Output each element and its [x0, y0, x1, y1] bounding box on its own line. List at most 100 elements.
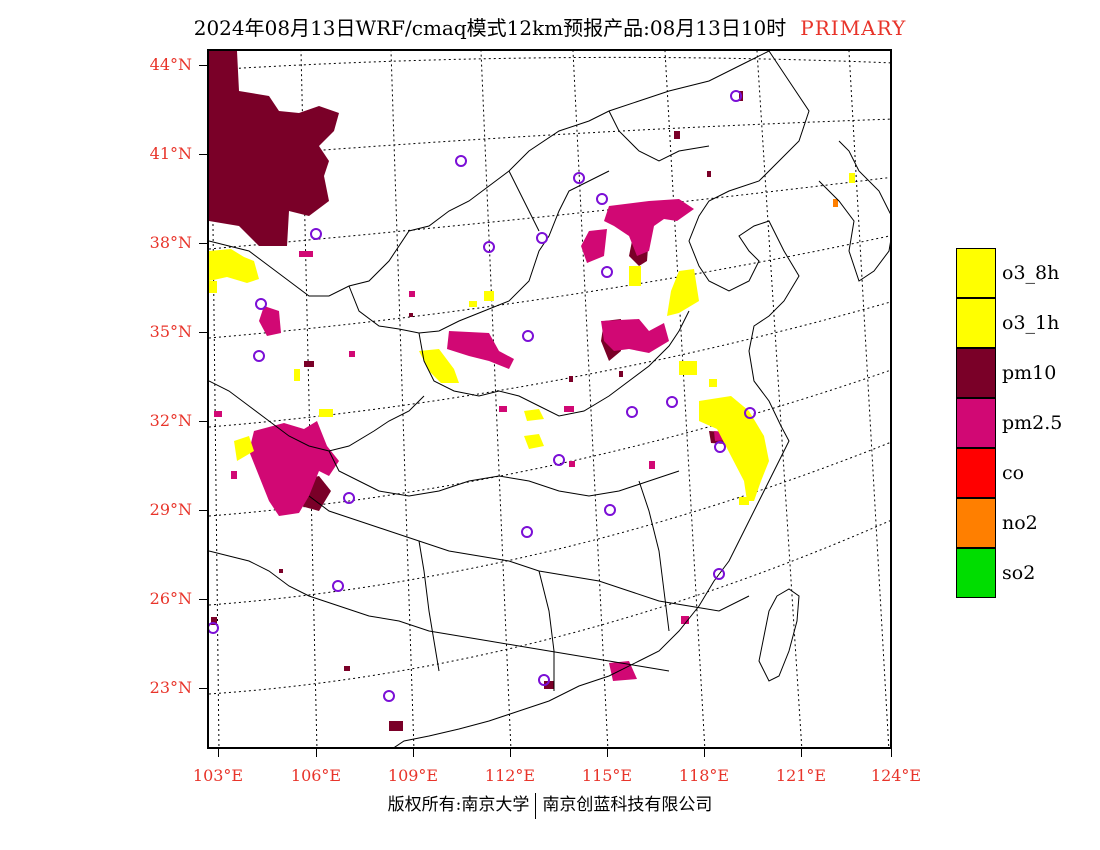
station-marker: [521, 526, 533, 538]
station-marker: [332, 580, 344, 592]
pm25-region-north-china: [604, 199, 694, 256]
border-line: [418, 540, 440, 672]
pm10-fields: [209, 51, 743, 731]
parallel-line: [209, 442, 890, 606]
lon-tick: [891, 749, 892, 757]
pm25-dot: [649, 461, 655, 469]
pm25-dot: [564, 406, 574, 412]
station-marker: [573, 172, 585, 184]
lat-label-38: 38°N: [149, 233, 192, 252]
pm25-dot: [409, 291, 415, 297]
lat-label-41: 41°N: [149, 144, 192, 163]
meridian-line: [572, 51, 609, 747]
border-line: [209, 51, 770, 297]
korea-outline: [818, 140, 890, 282]
border-line: [608, 110, 710, 162]
legend-swatch: [956, 348, 996, 398]
map-title: 2024年08月13日WRF/cmaq模式12km预报产品:08月13日10时 P…: [0, 12, 1100, 41]
lon-tick: [218, 749, 219, 757]
meridian-line: [300, 51, 318, 747]
border-line: [418, 310, 690, 417]
lon-tick: [316, 749, 317, 757]
legend-swatch: [956, 398, 996, 448]
o3-region-jiangsu-south: [699, 396, 769, 501]
o3-dot: [294, 369, 300, 381]
meridian-line: [390, 51, 415, 747]
lon-label-115: 115°E: [581, 766, 633, 785]
footer-right: 南京创蓝科技有限公司: [542, 795, 713, 815]
boundaries: [209, 51, 890, 747]
legend-swatch: [956, 448, 996, 498]
legend-swatch: [956, 548, 996, 598]
taiwan-outline: [758, 588, 800, 682]
pm10-dot: [674, 131, 680, 139]
lon-label-109: 109°E: [387, 766, 439, 785]
station-marker: [604, 504, 616, 516]
lat-label-29: 29°N: [149, 500, 192, 519]
pm25-dot: [299, 251, 313, 257]
border-line: [328, 450, 680, 497]
lat-label-35: 35°N: [149, 322, 192, 341]
lat-label-26: 26°N: [149, 589, 192, 608]
meridian-line: [848, 51, 890, 747]
legend-swatch: [956, 498, 996, 548]
pm25-dot: [499, 406, 507, 412]
station-marker: [626, 406, 638, 418]
legend-label: no2: [1002, 512, 1038, 534]
border-line: [209, 380, 425, 452]
lon-label-106: 106°E: [290, 766, 342, 785]
meridian-line: [756, 51, 803, 747]
border-line: [638, 480, 670, 632]
station-marker: [455, 155, 467, 167]
lat-label-44: 44°N: [149, 55, 192, 74]
meridian-line: [480, 51, 512, 747]
o3-region-guizhou: [234, 436, 254, 461]
meridian-line: [210, 51, 220, 747]
lon-tick: [704, 749, 705, 757]
legend-label: o3_1h: [1002, 312, 1060, 334]
lat-label-23: 23°N: [149, 678, 192, 697]
legend-label: o3_8h: [1002, 262, 1060, 284]
lat-tick: [199, 599, 207, 600]
pm25-region-weihe: [259, 306, 281, 336]
map-canvas: [209, 51, 890, 747]
lat-tick: [199, 154, 207, 155]
pm25-dot: [681, 616, 689, 624]
border-line: [538, 570, 555, 691]
lat-tick: [199, 65, 207, 66]
station-marker: [666, 396, 678, 408]
pm10-dot: [389, 721, 403, 731]
pm25-fields: [214, 199, 741, 681]
station-marker: [253, 350, 265, 362]
lon-tick: [510, 749, 511, 757]
lon-label-124: 124°E: [870, 766, 922, 785]
pm10-dot: [304, 361, 314, 367]
o3-region-henan: [524, 409, 544, 421]
o3-dot: [469, 301, 477, 307]
lon-label-112: 112°E: [484, 766, 536, 785]
forecast-map: [207, 49, 892, 749]
lon-tick: [801, 749, 802, 757]
lon-tick: [413, 749, 414, 757]
pm25-dot: [349, 351, 355, 357]
lon-label-118: 118°E: [678, 766, 730, 785]
lat-label-32: 32°N: [149, 411, 192, 430]
title-main: 2024年08月13日WRF/cmaq模式12km预报产品:08月13日10时: [193, 16, 787, 40]
legend-label: so2: [1002, 562, 1036, 584]
copyright-footer: 版权所有:南京大学 南京创蓝科技有限公司: [0, 790, 1100, 819]
o3-region-hebei-east: [667, 269, 699, 316]
coastline: [394, 51, 810, 747]
station-marker: [536, 232, 548, 244]
station-marker: [209, 622, 219, 634]
o3-dot: [679, 361, 693, 375]
pm25-region-sichuan-basin: [249, 421, 339, 516]
station-marker: [483, 241, 495, 253]
o3-dot: [484, 291, 494, 301]
station-marker: [596, 193, 608, 205]
o3-dot: [709, 379, 717, 387]
station-marker: [255, 298, 267, 310]
pm25-region-henan: [447, 331, 514, 369]
pm10-dot: [344, 666, 350, 671]
pm10-dot: [211, 617, 217, 625]
o3-region-gansu: [209, 249, 259, 283]
